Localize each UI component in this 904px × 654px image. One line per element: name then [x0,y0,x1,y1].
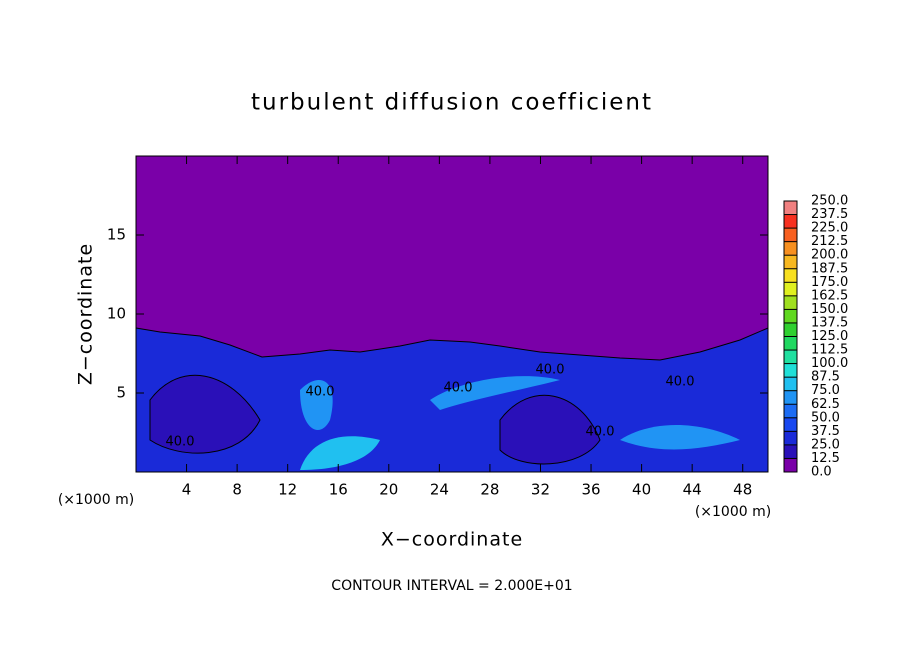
x-unit: (×1000 m) [695,504,771,520]
x-tick-label: 36 [581,481,600,499]
x-axis-label: X−coordinate [381,529,523,551]
y-tick-label: 10 [107,305,126,323]
colorbar-band [784,241,797,256]
contour-label: 40.0 [666,375,695,390]
chart-title: turbulent diffusion coefficient [251,90,653,116]
colorbar-label: 212.5 [811,234,848,249]
colorbar-band [784,322,797,337]
y-tick-label: 5 [116,384,126,402]
colorbar-label: 237.5 [811,207,848,222]
colorbar-label: 0.0 [811,465,832,480]
colorbar-band [784,350,797,364]
colorbar-label: 37.5 [811,424,840,439]
colorbar-band [784,363,797,378]
y-axis-label: Z−coordinate [75,243,97,385]
colorbar-label: 225.0 [811,221,848,236]
field-region [620,425,740,450]
x-tick-label: 28 [480,481,499,499]
colorbar-label: 50.0 [811,410,840,425]
colorbar-band [784,228,797,242]
x-unit: (×1000 m) [58,492,134,508]
x-tick-label: 32 [531,481,550,499]
colorbar-band [784,431,797,445]
colorbar-band [784,309,797,323]
y-tick-label: 15 [107,226,126,244]
contour-label: 40.0 [586,425,615,440]
colorbar-label: 162.5 [811,288,848,303]
field-region [300,380,333,430]
colorbar-label: 100.0 [811,356,848,371]
colorbar-band [784,458,797,472]
field-region [149,374,261,454]
annotation: CONTOUR INTERVAL = 2.000E+01 [331,578,572,594]
x-tick-label: 4 [182,481,192,499]
colorbar-label: 200.0 [811,248,848,263]
contour-label: 40.0 [306,385,335,400]
colorbar-band [784,201,797,215]
field-region [499,394,601,465]
colorbar-label: 250.0 [811,194,848,209]
colorbar-band [784,282,797,296]
colorbar-label: 125.0 [811,329,848,344]
x-tick-label: 40 [632,481,651,499]
colorbar-label: 187.5 [811,261,848,276]
x-tick-label: 12 [278,481,297,499]
colorbar-band [784,377,797,391]
contour-label: 40.0 [166,435,195,450]
x-tick-label: 44 [683,481,702,499]
colorbar-band [784,417,797,432]
contour-label: 40.0 [536,363,565,378]
colorbar-label: 175.0 [811,275,848,290]
colorbar-band [784,295,797,310]
colorbar-band [784,390,797,405]
colorbar-band [784,404,797,418]
colorbar-label: 137.5 [811,315,848,330]
colorbar-band [784,214,797,229]
colorbar-label: 150.0 [811,302,848,317]
x-tick-label: 16 [329,481,348,499]
colorbar-label: 112.5 [811,343,848,358]
colorbar-band [784,268,797,283]
colorbar-label: 62.5 [811,397,840,412]
colorbar-label: 75.0 [811,383,840,398]
x-tick-label: 24 [430,481,449,499]
colorbar-band [784,255,797,269]
x-tick-label: 20 [379,481,398,499]
colorbar-band [784,336,797,351]
colorbar-label: 25.0 [811,437,840,452]
colorbar-band [784,444,797,459]
x-tick-label: 8 [232,481,242,499]
x-tick-label: 48 [733,481,752,499]
colorbar-label: 87.5 [811,370,840,385]
colorbar-label: 12.5 [811,451,840,466]
field [135,156,769,473]
field-region [300,436,380,470]
contour-label: 40.0 [444,381,473,396]
field-region [430,376,560,410]
